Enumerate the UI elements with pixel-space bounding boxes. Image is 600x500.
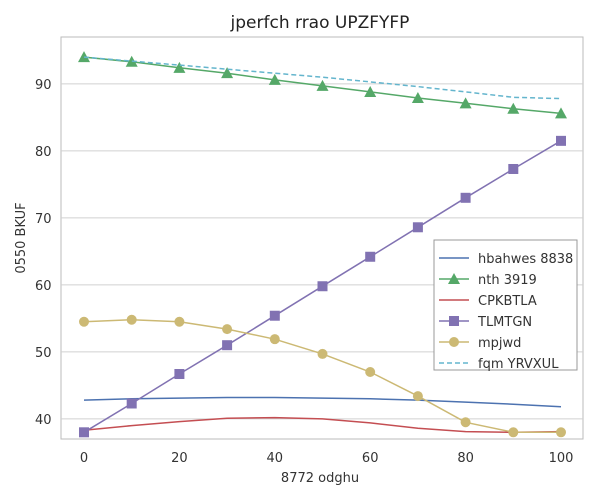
- data-point: [221, 67, 234, 79]
- series-3: [79, 135, 566, 438]
- data-point: [222, 340, 233, 351]
- legend-label: TLMTGN: [477, 315, 532, 330]
- data-point: [364, 85, 377, 97]
- data-point: [365, 367, 376, 377]
- data-point: [317, 281, 328, 292]
- legend-box: [433, 239, 578, 371]
- legend-item: TLMTGN: [439, 315, 532, 330]
- data-point: [174, 369, 185, 380]
- legend-item: fqm YRVXUL: [439, 357, 559, 372]
- x-tick-label: 80: [457, 451, 474, 466]
- data-point: [126, 398, 137, 409]
- y-tick-label: 80: [35, 145, 52, 160]
- y-tick-label: 70: [35, 212, 52, 227]
- series-0: [83, 396, 562, 408]
- data-point: [316, 79, 329, 91]
- x-axis-label: 8772 odghu: [281, 471, 359, 486]
- x-tick-label: 100: [549, 451, 574, 466]
- legend-label: CPKBTLA: [478, 294, 537, 309]
- series-2: [83, 416, 562, 434]
- data-point: [508, 163, 519, 174]
- legend-label: hbahwes 8838: [478, 252, 573, 267]
- data-point: [222, 324, 233, 335]
- series-layer: [78, 51, 567, 438]
- x-tick-label: 20: [171, 451, 188, 466]
- data-point: [556, 427, 566, 438]
- data-point: [79, 316, 89, 327]
- y-tick-label: 60: [35, 279, 52, 294]
- data-point: [459, 97, 472, 109]
- data-point: [365, 251, 376, 262]
- legend-swatch-marker: [448, 273, 460, 284]
- data-point: [317, 348, 328, 359]
- data-point: [78, 51, 90, 63]
- series-4: [79, 314, 566, 438]
- legend-item: CPKBTLA: [439, 294, 537, 309]
- legend-item: hbahwes 8838: [439, 252, 573, 267]
- y-tick-label: 90: [35, 78, 52, 93]
- legend-swatch-marker: [449, 316, 459, 326]
- data-point: [412, 391, 423, 402]
- data-point: [126, 314, 137, 325]
- legend-item: nth 3919: [439, 273, 537, 288]
- x-tick-label: 40: [267, 451, 284, 466]
- y-tick-label: 50: [35, 346, 52, 361]
- data-point: [460, 417, 471, 428]
- data-point: [173, 61, 186, 73]
- data-point: [555, 107, 567, 119]
- legend: hbahwes 8838 nth 3919 CPKBTLA TLMTGN mpjwd fq…: [433, 239, 578, 372]
- plot-area: [60, 36, 584, 440]
- y-tick-label: 40: [35, 413, 52, 428]
- data-point: [174, 316, 185, 327]
- legend-label: fqm YRVXUL: [478, 357, 559, 372]
- series-line: [83, 396, 562, 408]
- data-point: [79, 427, 89, 438]
- chart-title: jperfch rrao UPZFYFP: [230, 13, 410, 33]
- legend-item: mpjwd: [439, 336, 521, 351]
- y-axis-label: 0550 BKUF: [14, 202, 29, 273]
- series-1: [78, 51, 567, 119]
- y-axis-ticks: 40 50 60 70 80 90: [35, 78, 52, 428]
- x-axis-ticks: 0 20 40 60 80 100: [80, 451, 574, 466]
- data-point: [460, 192, 471, 203]
- x-tick-label: 60: [362, 451, 379, 466]
- data-point: [269, 334, 280, 345]
- legend-swatch-marker: [449, 337, 459, 347]
- legend-label: nth 3919: [478, 273, 537, 288]
- data-point: [411, 91, 424, 103]
- data-point: [507, 102, 520, 114]
- series-line: [83, 416, 562, 434]
- legend-label: mpjwd: [478, 336, 521, 351]
- data-point: [508, 427, 519, 438]
- data-point: [268, 73, 281, 85]
- x-tick-label: 0: [80, 451, 88, 466]
- data-point: [556, 135, 566, 146]
- data-point: [269, 310, 280, 321]
- data-point: [125, 55, 138, 67]
- data-point: [412, 222, 423, 233]
